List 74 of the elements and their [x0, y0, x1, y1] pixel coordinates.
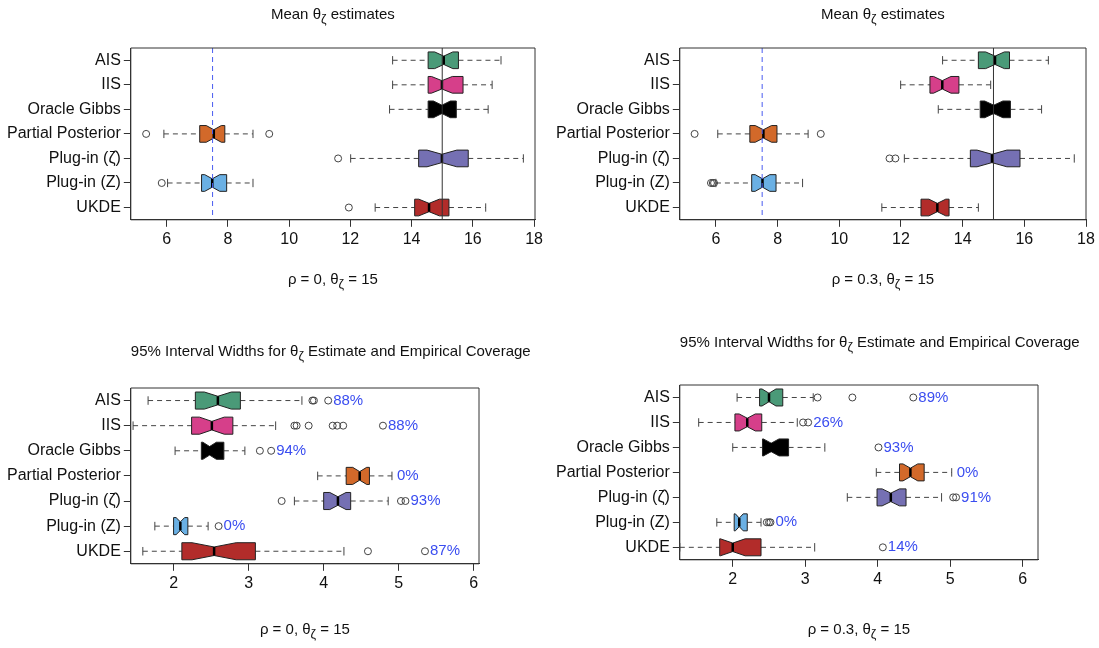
x-tick-label: 10	[830, 229, 849, 247]
x-axis-title: ρ = 0.3, θ$_{ζ}$ = 15	[806, 620, 912, 641]
x-tick-label: 10	[280, 229, 299, 247]
y-tick-label: UKDE	[76, 541, 121, 559]
y-tick-label: AIS	[95, 390, 121, 408]
x-axis-title: ρ = 0, θ$_{ζ}$ = 15	[286, 270, 379, 291]
y-tick-label: UKDE	[625, 537, 670, 555]
annotation: 14%	[887, 537, 918, 555]
annotation: 93%	[410, 491, 441, 509]
annotation: 0%	[956, 462, 979, 480]
x-tick-label: 6	[162, 229, 172, 247]
x-tick-label: 16	[463, 229, 482, 247]
y-tick-label: Plug-in (Z)	[595, 512, 670, 530]
y-tick-label: IIS	[101, 416, 121, 434]
x-tick-label: 5	[945, 569, 955, 587]
x-axis-title: ρ = 0, θ$_{ζ}$ = 15	[258, 620, 351, 641]
x-tick-label: 3	[244, 573, 254, 591]
x-tick-label: 3	[800, 569, 810, 587]
y-tick-label: AIS	[644, 387, 670, 405]
annotation: 0%	[223, 516, 246, 534]
y-tick-label: AIS	[644, 50, 670, 68]
x-axis-title: ρ = 0.3, θ$_{ζ}$ = 15	[830, 270, 936, 291]
x-tick-label: 5	[394, 573, 404, 591]
x-tick-label: 6	[1018, 569, 1028, 587]
y-tick-label: IIS	[650, 412, 670, 430]
annotation: 88%	[333, 390, 364, 408]
y-tick-label: Plug-in (Z)	[46, 516, 121, 534]
chart-title: 95% Interval Widths for θ$_{ζ}$ Estimate and Empirical Coverage	[679, 333, 1080, 354]
x-tick-label: 18	[525, 229, 544, 247]
x-tick-label: 18	[1077, 229, 1095, 247]
x-tick-label: 4	[319, 573, 329, 591]
x-tick-label: 8	[773, 229, 783, 247]
x-tick-label: 14	[402, 229, 421, 247]
annotation: 88%	[387, 415, 418, 433]
x-tick-label: 12	[341, 229, 360, 247]
y-tick-label: Partial Posterior	[555, 124, 671, 142]
annotation: 0%	[775, 512, 798, 530]
y-tick-label: Plug-in (ζ̂)	[597, 487, 670, 506]
y-tick-label: Partial Posterior	[6, 466, 122, 484]
annotation: 0%	[396, 466, 419, 484]
annotation: 89%	[918, 387, 949, 405]
y-tick-label: Oracle Gibbs	[27, 441, 121, 459]
chart-title: Mean θ$_{ζ}$ estimates	[819, 5, 946, 26]
y-tick-label: Plug-in (Z)	[595, 173, 670, 191]
y-tick-label: Plug-in (Z)	[46, 173, 121, 191]
y-tick-label: Partial Posterior	[6, 124, 122, 142]
x-tick-label: 2	[728, 569, 738, 587]
y-tick-label: Plug-in (ζ̂)	[48, 491, 121, 510]
x-tick-label: 16	[1015, 229, 1034, 247]
y-tick-label: UKDE	[76, 197, 121, 215]
x-tick-label: 6	[469, 573, 479, 591]
annotation: 87%	[429, 541, 460, 559]
annotation: 93%	[883, 437, 914, 455]
chart-title: 95% Interval Widths for θ$_{ζ}$ Estimate and Empirical Coverage	[130, 342, 531, 363]
y-tick-label: IIS	[101, 75, 121, 93]
y-tick-label: Oracle Gibbs	[27, 99, 121, 117]
y-tick-label: Oracle Gibbs	[576, 437, 670, 455]
x-tick-label: 6	[711, 229, 721, 247]
annotation: 91%	[961, 487, 992, 505]
x-tick-label: 2	[169, 573, 179, 591]
x-tick-label: 14	[953, 229, 972, 247]
x-tick-label: 4	[873, 569, 883, 587]
y-tick-label: UKDE	[625, 197, 670, 215]
y-tick-label: Oracle Gibbs	[576, 99, 670, 117]
y-tick-label: AIS	[95, 50, 121, 68]
x-tick-label: 8	[223, 229, 233, 247]
annotation: 26%	[813, 412, 844, 430]
y-tick-label: IIS	[650, 75, 670, 93]
y-tick-label: Plug-in (ζ̂)	[48, 148, 121, 167]
y-tick-label: Plug-in (ζ̂)	[597, 148, 670, 167]
chart-title: Mean θ$_{ζ}$ estimates	[269, 5, 396, 26]
x-tick-label: 12	[892, 229, 910, 247]
annotation: 94%	[276, 440, 307, 458]
y-tick-label: Partial Posterior	[555, 462, 671, 480]
